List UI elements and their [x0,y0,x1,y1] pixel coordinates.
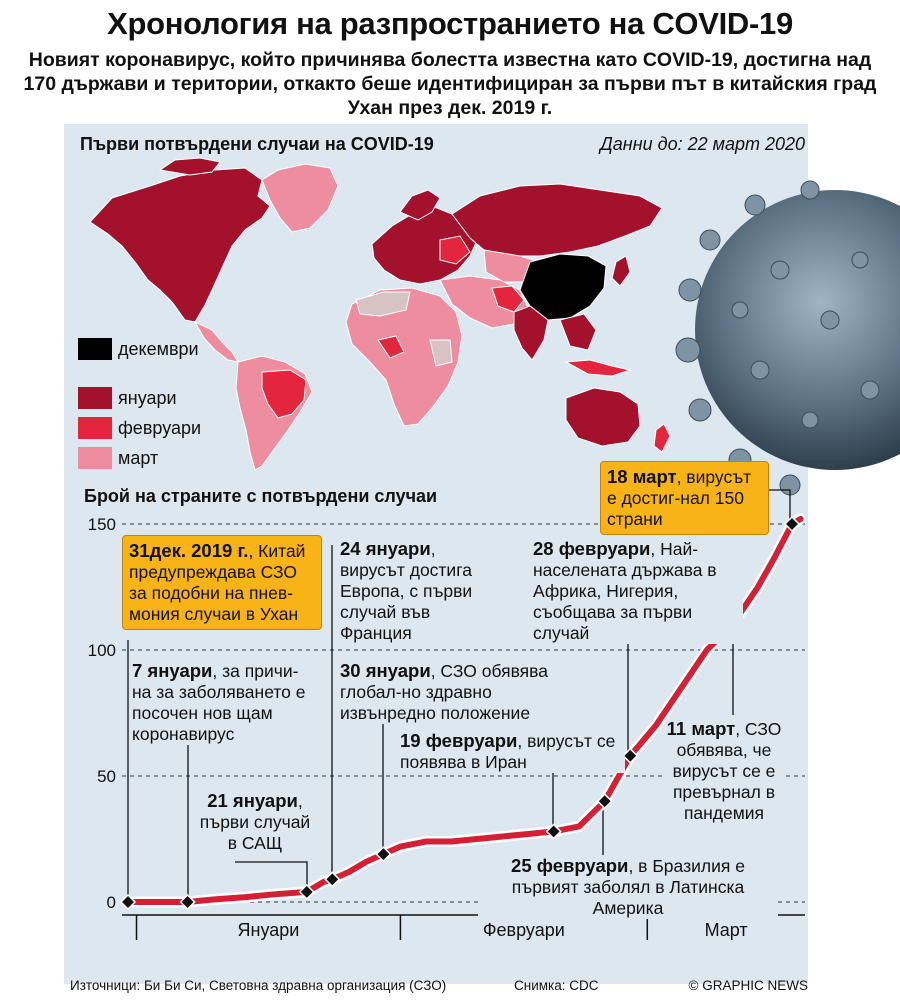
annotation-jan21: 21 януари, първи случай в САЩ [195,790,315,854]
footer-copyright: © GRAPHIC NEWS [688,978,808,993]
annotation-dec31-text: , Китай предупреждава СЗО за подобни на … [129,541,306,624]
annotation-jan7: 7 януари, за причи-на за заболяването е … [132,660,312,745]
map-canada-islands [158,157,221,176]
map-japan [611,255,631,287]
map-australia [565,387,641,447]
legend-swatch-january [78,387,112,409]
annotation-dec31-date: 31дек. 2019 г. [129,540,249,561]
annotation-feb28: 28 февруари, Най-населената държава в Аф… [533,538,743,644]
map-nigeria [377,335,405,359]
annotation-jan30: 30 януари, СЗО обявява глобал-но здравно… [340,660,580,724]
annotation-dec31: 31дек. 2019 г., Китай предупреждава СЗО … [122,535,322,630]
annotation-jan30-text: , СЗО обявява глобал-но здравно извънред… [340,661,548,723]
annotation-feb25-text: , в Бразилия е първият заболял в Латинск… [511,856,745,918]
footer-sources: Източници: Би Би Си, Световна здравна ор… [70,978,447,993]
annotation-feb25-date: 25 февруари [511,855,629,876]
legend-label-february: февруари [118,417,202,438]
annotation-feb25: 25 февруари, в Бразилия е първият заболя… [478,855,778,919]
annotation-feb28-date: 28 февруари [533,538,651,559]
legend-swatch-december [78,338,112,360]
map-central-america [193,320,240,363]
map-india [513,305,549,361]
legend-label-march: март [118,447,159,468]
footer-photo-credit: Снимка: CDC [514,978,599,993]
map-north-america [89,167,271,323]
annotation-jan30-date: 30 януари [340,660,431,681]
annotation-jan7-date: 7 януари [132,660,213,681]
annotation-feb28-text: , Най-населената държава в Африка, Нигер… [533,539,717,643]
subtitle: Новият коронавирус, който причинява боле… [23,49,877,119]
annotation-jan21-date: 21 януари [207,790,298,811]
map-southeast-asia [559,313,597,351]
annotation-jan24-date: 24 януари [340,538,431,559]
legend-swatch-march [78,447,112,469]
data-date-note: Данни до: 22 март 2020 [600,134,805,154]
map-eastern-europe [439,235,471,265]
annotation-mar18-text: , вирусът е достиг-нал 150 страни [607,467,752,529]
map-new-zealand [653,423,671,453]
annotation-jan7-text: , за причи-на за заболяването е посочен … [132,661,306,744]
chart-heading: Брой на страните с потвърдени случаи [84,486,438,506]
main-title: Хронология на разпространието на COVID-1… [107,6,793,41]
annotation-mar18-date: 18 март [607,466,677,487]
map-brazil [261,369,307,419]
annotation-jan21-text: , първи случай в САЩ [199,791,311,853]
legend-january: януари [78,386,177,410]
legend-label-december: декември [118,338,199,359]
map-greenland [261,163,339,233]
map-iran [491,285,525,313]
legend-swatch-february [78,417,112,439]
legend-march: март [78,446,158,470]
map-east-africa [429,339,453,367]
map-scandinavia [399,189,441,221]
map-africa [345,287,463,427]
map-north-africa [355,291,411,317]
annotation-feb19-date: 19 февруари [400,730,518,751]
world-map [89,157,671,471]
legend-december: декември [78,337,199,361]
annotation-jan24-text: , вирусът достига Европа, с първи случай… [340,539,473,643]
map-heading: Първи потвърдени случаи на COVID-19 [80,134,434,154]
annotation-feb19: 19 февруари, вирусът се появява в Иран [400,730,625,773]
annotation-mar11-date: 11 март [666,718,736,739]
annotation-mar11: 11 март, СЗО обявява, че вирусът се е пр… [665,718,783,824]
map-china [519,253,607,321]
annotation-feb19-text: , вирусът се появява в Иран [400,731,616,772]
annotation-jan24: 24 януари, вирусът достига Европа, с пър… [340,538,500,644]
annotation-mar18: 18 март, вирусът е достиг-нал 150 страни [600,461,769,535]
coronavirus-illustration [675,180,900,496]
annotation-mar11-text: , СЗО обявява, че вирусът се е превърнал… [672,719,782,823]
legend-february: февруари [78,416,201,440]
legend-label-january: януари [118,387,177,408]
map-russia [451,183,663,257]
map-indonesia [564,359,632,377]
